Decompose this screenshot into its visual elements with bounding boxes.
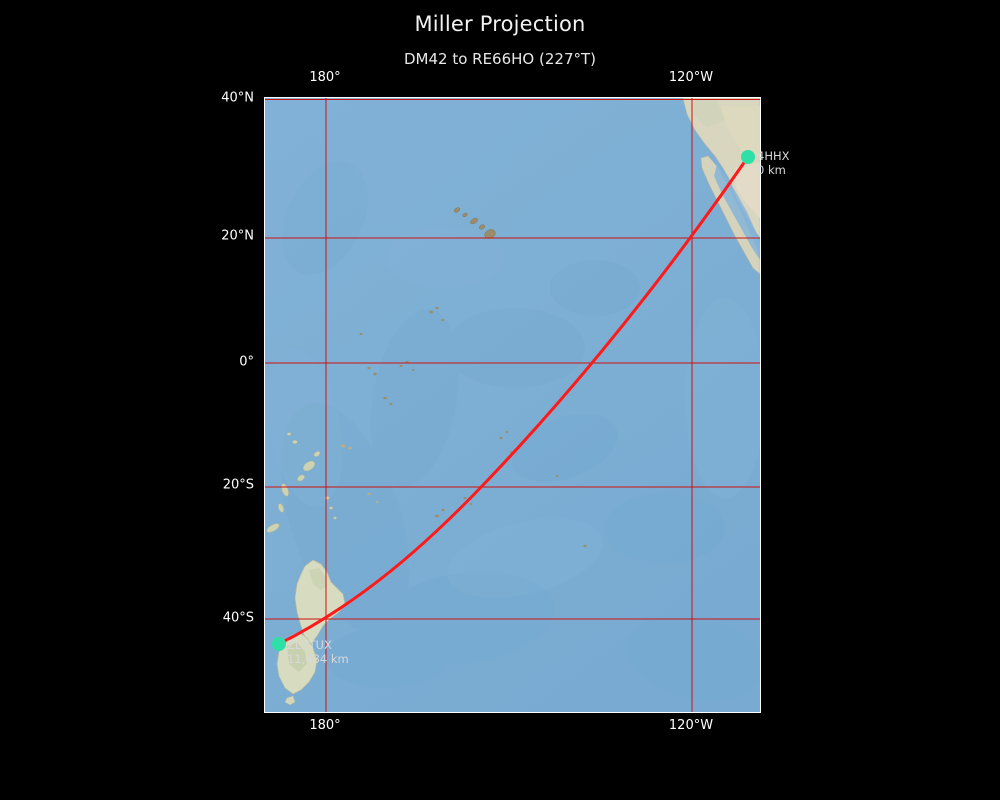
- page-subtitle: DM42 to RE66HO (227°T): [403, 50, 596, 68]
- landmass-hawaii: [453, 207, 496, 239]
- x-tick-top-120w: 120°W: [668, 70, 714, 85]
- graticule: [265, 98, 760, 712]
- great-circle-route: [277, 155, 750, 646]
- x-axis-labels-bottom: 180° 120°W: [264, 718, 759, 736]
- y-tick-20s: 20°S: [222, 477, 254, 493]
- y-axis-labels: 40°N 20°N 0° 20°S 40°S: [194, 91, 254, 711]
- y-tick-0: 0°: [239, 354, 254, 370]
- map-graphics: [265, 98, 760, 712]
- y-tick-40s: 40°S: [222, 610, 254, 626]
- page-title: Miller Projection: [414, 12, 586, 36]
- y-tick-40n: 40°N: [221, 90, 254, 106]
- station-label-origin: 4HHX 0 km: [757, 149, 790, 177]
- map-panel[interactable]: 4HHX 0 km ZL3TUX 11,434 km: [264, 97, 790, 713]
- x-tick-bottom-120w: 120°W: [668, 718, 714, 733]
- landmass-melanesia: [266, 432, 337, 533]
- bathymetry-texture: [280, 161, 760, 700]
- x-tick-top-180: 180°: [309, 70, 341, 85]
- station-callsign-origin: 4HHX: [757, 149, 790, 163]
- station-marker-origin[interactable]: [741, 150, 755, 164]
- y-tick-20n: 20°N: [221, 228, 254, 244]
- ocean-background: [265, 98, 760, 712]
- x-tick-bottom-180: 180°: [309, 718, 341, 733]
- map-canvas[interactable]: [265, 98, 760, 712]
- x-axis-labels-top: 180° 120°W: [264, 70, 759, 88]
- station-marker-destination[interactable]: [272, 637, 286, 651]
- station-distance-origin: 0 km: [757, 163, 786, 177]
- landmass-samoa-cook: [340, 444, 379, 503]
- landmass-new-zealand: [276, 559, 346, 706]
- landmass-pacific-islands: [359, 306, 587, 548]
- bathymetry-highlights: [267, 228, 760, 598]
